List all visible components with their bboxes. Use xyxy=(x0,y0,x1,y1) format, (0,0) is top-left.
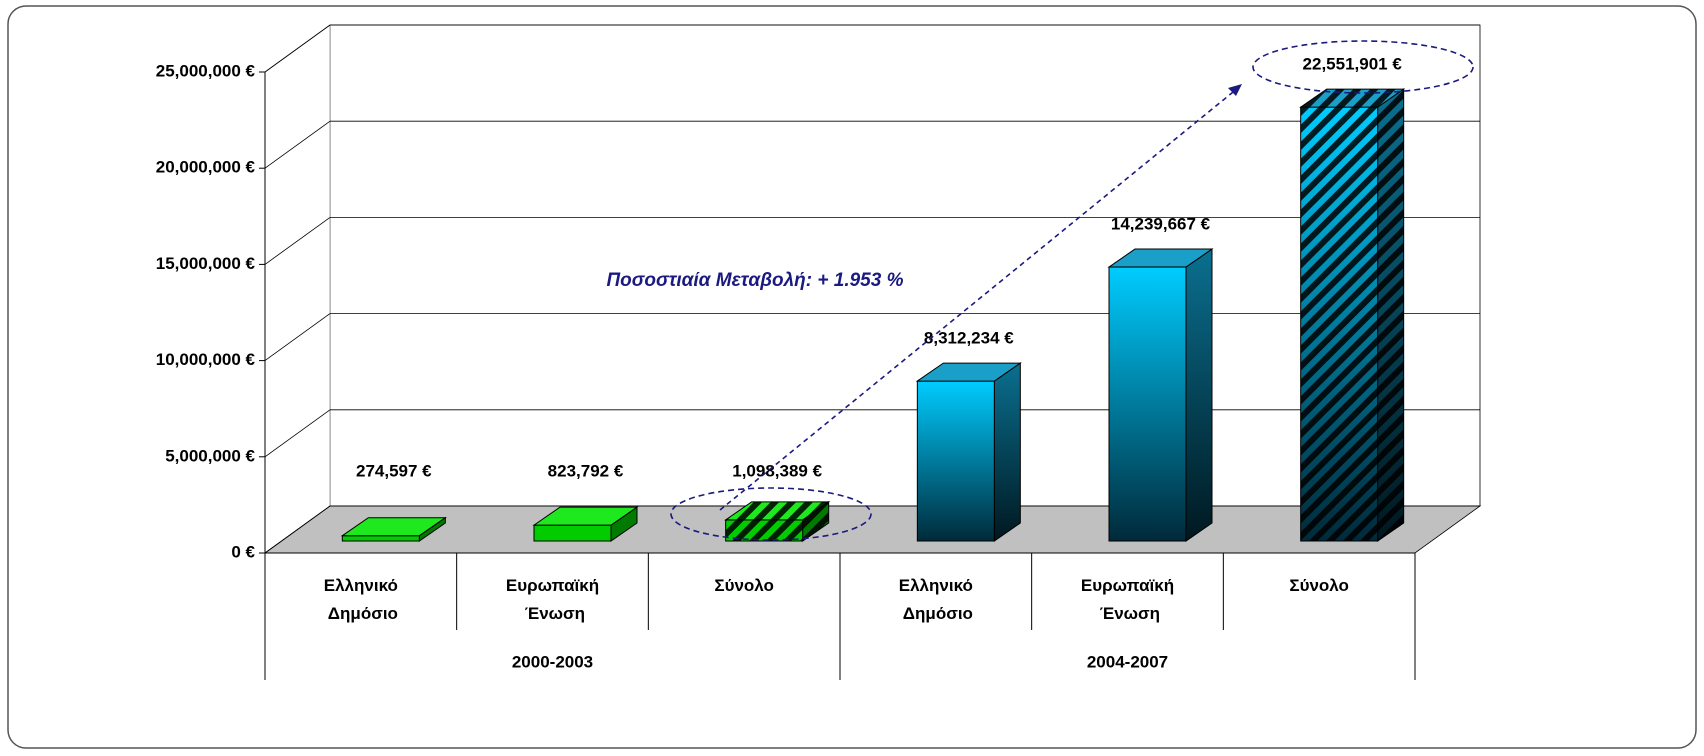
highlight-ellipse xyxy=(670,487,872,541)
group-label: 2004-2007 xyxy=(1087,652,1168,671)
bar xyxy=(724,500,831,542)
trend-arrow xyxy=(719,87,1239,511)
y-tick-label: 0 € xyxy=(231,542,255,561)
y-tick-label: 5,000,000 € xyxy=(165,446,255,465)
bar-hatch xyxy=(725,501,829,520)
bar-front xyxy=(916,380,995,542)
grid-line xyxy=(264,217,331,265)
y-tick-label: 10,000,000 € xyxy=(156,350,256,369)
value-label: 14,239,667 € xyxy=(1111,215,1211,234)
y-tick-label: 25,000,000 € xyxy=(156,61,256,80)
bar-hatch xyxy=(1300,107,1378,541)
x-tick-label: Σύνολο xyxy=(1289,576,1349,595)
bar-hatch xyxy=(802,501,829,541)
side-wall xyxy=(264,24,331,554)
grid-line xyxy=(264,313,331,361)
x-tick-label: Σύνολο xyxy=(714,576,774,595)
bar-top xyxy=(1107,248,1214,268)
bar-front xyxy=(341,535,420,542)
bar xyxy=(532,506,639,542)
bar-hatch xyxy=(725,519,803,541)
y-tick-label: 20,000,000 € xyxy=(156,158,256,177)
x-tick-label: Ευρωπαϊκή Ένωση xyxy=(1081,576,1174,623)
bar-side xyxy=(1185,248,1213,542)
group-label: 2000-2003 xyxy=(512,652,593,671)
grid-line xyxy=(264,409,331,458)
bar xyxy=(1299,88,1406,542)
bar-top xyxy=(915,362,1022,382)
x-tick-label: Ελληνικό Δημόσιο xyxy=(324,576,398,623)
x-tick-label: Ελληνικό Δημόσιο xyxy=(899,576,973,623)
y-tick-label: 15,000,000 € xyxy=(156,254,256,273)
x-tick-label: Ευρωπαϊκή Ένωση xyxy=(506,576,599,623)
value-label: 22,551,901 € xyxy=(1303,55,1403,74)
bar xyxy=(340,516,447,542)
bar-side xyxy=(993,362,1021,542)
bar-hatch xyxy=(1300,89,1404,108)
grid-line xyxy=(264,120,331,169)
bar-front xyxy=(533,524,612,542)
value-label: 1,098,389 € xyxy=(732,461,822,480)
grid-line xyxy=(264,24,331,73)
value-label: 823,792 € xyxy=(548,461,624,480)
bar xyxy=(1107,248,1214,542)
value-label: 8,312,234 € xyxy=(924,329,1014,348)
grid-line xyxy=(264,505,331,554)
arrow-head xyxy=(1228,84,1242,96)
bar-hatch xyxy=(1377,89,1404,541)
bar-top xyxy=(532,506,639,526)
bar xyxy=(915,362,1022,542)
annotation: Ποσοστιαία Μεταβολή: + 1.953 % xyxy=(607,270,904,291)
value-label: 274,597 € xyxy=(356,461,432,480)
bar-top xyxy=(340,517,447,537)
highlight-ellipse xyxy=(1252,40,1474,94)
floor xyxy=(263,505,1482,554)
bar-front xyxy=(1108,266,1187,542)
